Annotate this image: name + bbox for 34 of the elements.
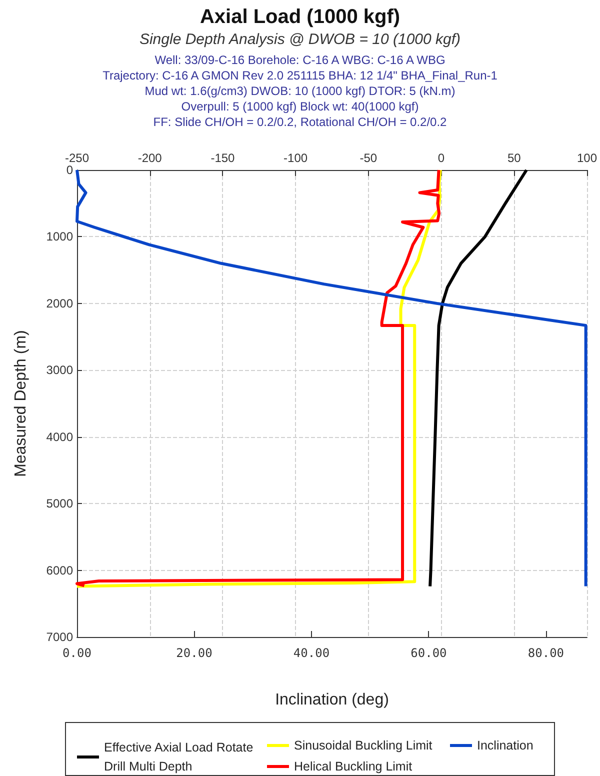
- x-axis-title: Inclination (deg): [275, 692, 389, 708]
- x-tick-label: 20.00: [176, 646, 212, 660]
- legend-label: Inclination: [477, 738, 534, 752]
- x2-tick-label: -50: [360, 151, 378, 165]
- legend-label: Helical Buckling Limit: [294, 760, 413, 774]
- text: Mud wt: 1.6(g/cm3) DWOB: 10 (1000 kgf) DTOR: 5 (kN.m): [144, 84, 456, 98]
- chart-subtitle: Single Depth Analysis @ DWOB = 10 (1000 kgf): [139, 31, 461, 48]
- x2-tick-label: -100: [284, 151, 308, 165]
- x2-tick-label: 100: [576, 151, 598, 165]
- chart-title: Axial Load (1000 kgf): [200, 6, 400, 28]
- y-tick-label: 6000: [46, 563, 74, 578]
- y-tick-label: 3000: [46, 363, 74, 378]
- y-tick-label: 2000: [46, 296, 74, 310]
- x-tick-label: 0.00: [62, 646, 92, 660]
- legend-label: Sinusoidal Buckling Limit: [294, 738, 433, 752]
- x-tick-label: 80.00: [528, 646, 564, 660]
- x2-tick-label: -150: [210, 151, 236, 165]
- x2-tick-label: 50: [507, 151, 522, 165]
- y-tick-label: 7000: [46, 630, 74, 644]
- y-tick-label: 4000: [46, 430, 74, 444]
- y-axis-title: Measured Depth (m): [12, 330, 30, 477]
- y-tick-label: 5000: [46, 496, 74, 511]
- x2-tick-label: -200: [138, 151, 162, 165]
- y-tick-label: 0: [66, 163, 74, 177]
- x-tick-label: 60.00: [410, 646, 447, 660]
- text: Well: 33/09-C-16 Borehole: C-16 A WBG: C-16 A WBG: [154, 53, 446, 67]
- text: FF: Slide CH/OH = 0.2/0.2, Rotational CH/OH = 0.2/0.2: [153, 115, 448, 129]
- text: Overpull: 5 (1000 kgf) Block wt: 40(1000 kgf): [181, 100, 419, 114]
- legend-label: Effective Axial Load Rotate Drill Multi Depth: [104, 740, 257, 774]
- x-tick-label: 40.00: [293, 646, 330, 660]
- y-tick-label: 1000: [46, 230, 74, 244]
- x2-tick-label: 0: [438, 151, 445, 165]
- x2-tick-label: -250: [64, 151, 90, 165]
- text: Trajectory: C-16 A GMON Rev 2.0 251115 BHA: 12 1/4" BHA_Final_Run-1: [102, 68, 498, 82]
